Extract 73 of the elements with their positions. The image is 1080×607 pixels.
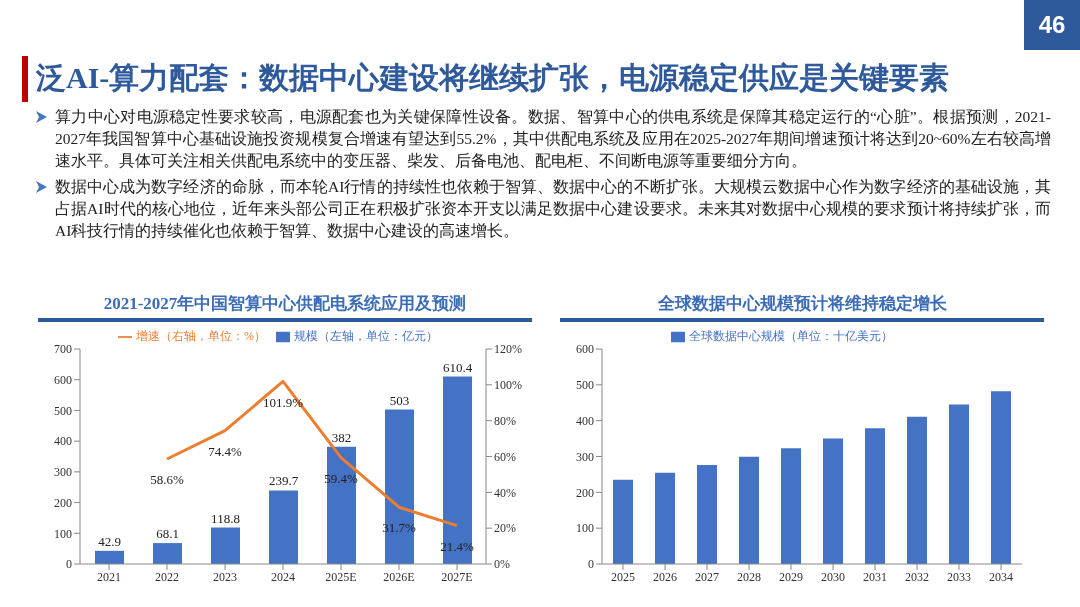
bar [823, 438, 843, 564]
x-tick-label: 2022 [155, 569, 179, 584]
y-tick-label: 400 [576, 413, 594, 428]
y-tick-label: 300 [576, 449, 594, 464]
bar [95, 550, 124, 564]
bar [327, 446, 356, 564]
data-label: 42.9 [98, 533, 121, 549]
x-tick-label: 2025 [611, 569, 635, 584]
y-tick-label: 600 [576, 342, 594, 357]
legend-label: 全球数据中心规模（单位：十亿美元） [689, 329, 893, 343]
chart-title: 2021-2027年中国智算中心供配电系统应用及预测 [102, 293, 468, 315]
legend-label: 增速（右轴，单位：%） [136, 329, 266, 343]
data-label: 74.4% [208, 443, 242, 459]
bar [949, 404, 969, 564]
bar [781, 448, 801, 564]
x-tick-label: 2028 [737, 569, 761, 584]
text: 数据中心成为数字经济的命脉，而本轮AI行情的持续性也依赖于智算、数据中心的不断扩张。大规模云数据中心作为数字经济的基础设施，其占据AI时代的核心地位，近年来头部公司正在积极扩张资本开支以满足数据中心建设要求。未来其对数据中心规模的要求预计将持续扩张，而AI科技行情的持续催化也依赖于智算、数据中心建设的高速增长。 [55, 177, 1051, 241]
bar [697, 465, 717, 564]
y-tick-label: 300 [54, 465, 72, 480]
data-label: 610.4 [442, 359, 473, 375]
bar [739, 456, 759, 564]
text: 46 [1024, 0, 1080, 50]
y2-tick-label: 20% [494, 521, 516, 536]
bar [907, 416, 927, 564]
x-tick-label: 2032 [905, 569, 929, 584]
x-tick-label: 2023 [213, 569, 237, 584]
y-tick-label: 200 [54, 495, 72, 510]
y-tick-label: 700 [54, 342, 72, 357]
y-tick-label: 500 [576, 378, 594, 393]
x-tick-label: 2030 [821, 569, 845, 584]
bar [153, 543, 182, 564]
y-tick-label: 100 [576, 521, 594, 536]
data-label: 118.8 [211, 510, 240, 526]
x-tick-label: 2029 [779, 569, 803, 584]
bar [385, 409, 414, 564]
y2-tick-label: 60% [494, 449, 516, 464]
x-tick-label: 2034 [989, 569, 1013, 584]
x-tick-label: 2024 [271, 569, 295, 584]
bar [269, 490, 298, 564]
y2-tick-label: 80% [494, 413, 516, 428]
text: 泛AI-算力配套：数据中心建设将继续扩张，电源稳定供应是关键要素 [36, 60, 950, 96]
bar [991, 391, 1011, 564]
data-label: 382 [331, 429, 352, 445]
text: 算力中心对电源稳定性要求较高，电源配套也为关键保障性设备。数据、智算中心的供电系统是保障其稳定运行的“心脏”。根据预测，2021-2027年我国智算中心基础设施投资规模复合增速有望达到55.2%，其中供配电系统及应用在2025-2027年期间增速预计将达到20~60%左右较高增速水平。具体可关注相关供配电系统中的变压器、柴发、后备电池、配电柜、不间断电源等重要细分方向。 [55, 107, 1051, 171]
chart-title: 全球数据中心规模预计将维持稳定增长 [656, 293, 948, 315]
x-tick-label: 2031 [863, 569, 887, 584]
x-tick-label: 2027 [695, 569, 719, 584]
x-tick-label: 2026E [383, 569, 415, 584]
data-label: 68.1 [156, 526, 179, 542]
y-tick-label: 200 [576, 485, 594, 500]
y2-tick-label: 120% [494, 342, 522, 357]
y2-tick-label: 40% [494, 485, 516, 500]
x-tick-label: 2027E [441, 569, 473, 584]
x-tick-label: 2021 [97, 569, 121, 584]
y-tick-label: 600 [54, 372, 72, 387]
y-tick-label: 0 [588, 557, 594, 572]
x-tick-label: 2026 [653, 569, 677, 584]
x-tick-label: 2025E [325, 569, 357, 584]
bar [211, 527, 240, 564]
y-tick-label: 400 [54, 434, 72, 449]
bar [655, 472, 675, 564]
x-tick-label: 2033 [947, 569, 971, 584]
data-label: 503 [389, 392, 410, 408]
y-tick-label: 0 [66, 557, 72, 572]
data-label: 58.6% [150, 472, 184, 488]
bar [613, 479, 633, 564]
data-label: 239.7 [268, 473, 299, 489]
bar [865, 428, 885, 564]
y2-tick-label: 100% [494, 378, 522, 393]
y-tick-label: 500 [54, 403, 72, 418]
y2-tick-label: 0% [494, 557, 510, 572]
y-tick-label: 100 [54, 526, 72, 541]
legend-label: 规模（左轴，单位：亿元） [294, 329, 438, 343]
